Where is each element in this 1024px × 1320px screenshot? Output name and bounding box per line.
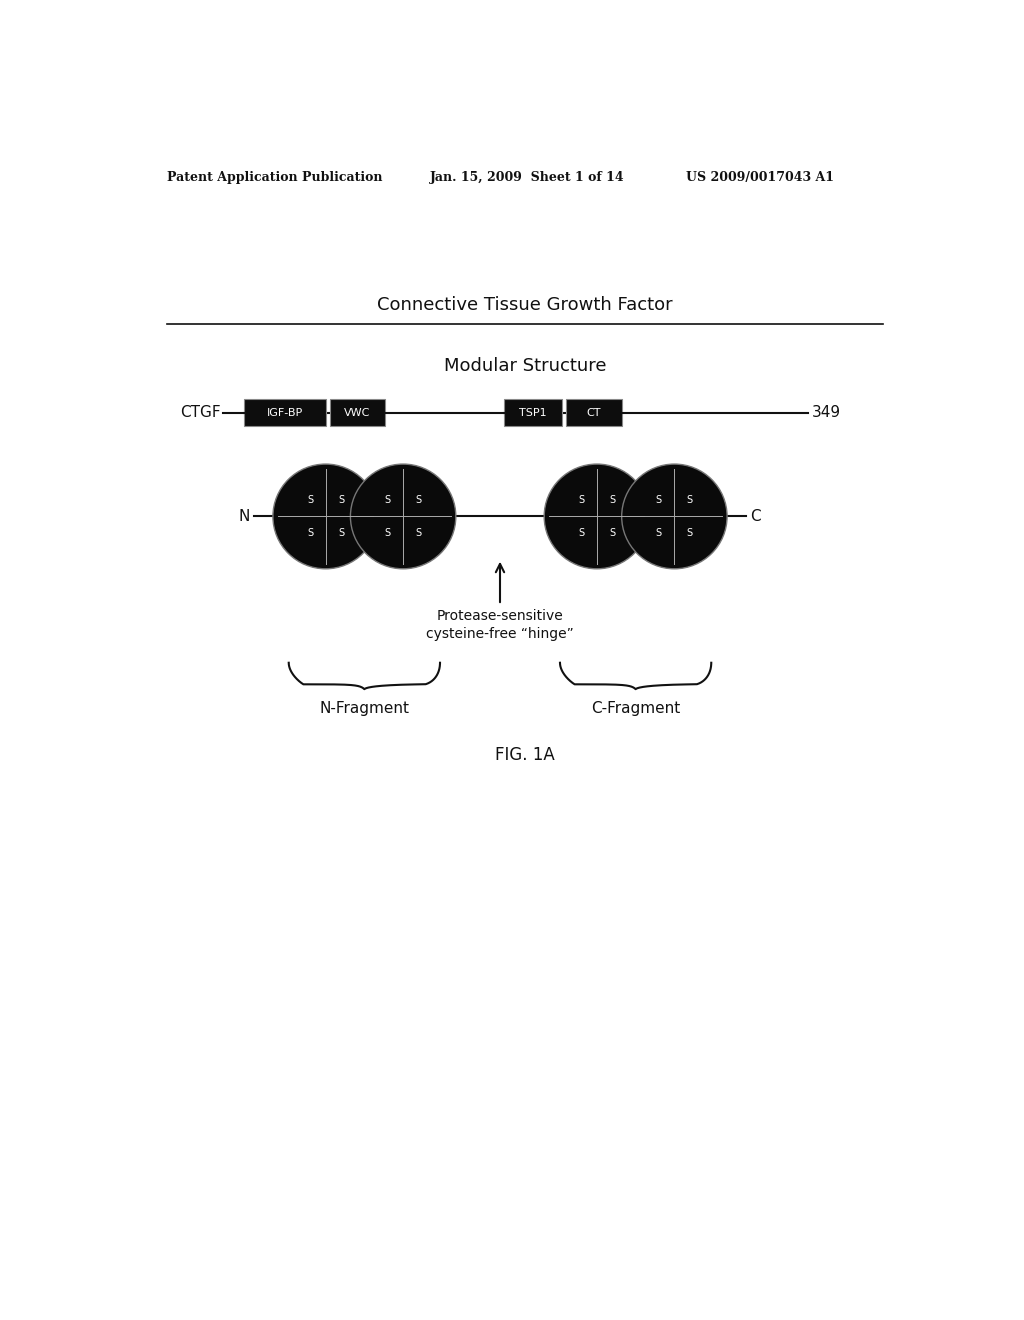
Text: S: S <box>338 495 344 504</box>
Text: S: S <box>385 528 391 539</box>
Text: S: S <box>579 495 585 504</box>
Text: VWC: VWC <box>344 408 371 417</box>
Text: S: S <box>579 528 585 539</box>
Text: N: N <box>239 510 250 524</box>
Text: Jan. 15, 2009  Sheet 1 of 14: Jan. 15, 2009 Sheet 1 of 14 <box>430 172 625 185</box>
Text: S: S <box>338 528 344 539</box>
Text: CTGF: CTGF <box>180 405 221 420</box>
Text: FIG. 1A: FIG. 1A <box>495 746 555 764</box>
Text: S: S <box>416 495 422 504</box>
Circle shape <box>350 465 456 569</box>
Text: S: S <box>416 528 422 539</box>
FancyBboxPatch shape <box>330 399 385 426</box>
Text: IGF-BP: IGF-BP <box>267 408 303 417</box>
FancyBboxPatch shape <box>566 399 622 426</box>
Text: S: S <box>609 528 615 539</box>
FancyBboxPatch shape <box>504 399 562 426</box>
Text: S: S <box>655 495 662 504</box>
Text: C: C <box>751 510 761 524</box>
Circle shape <box>273 465 378 569</box>
Text: S: S <box>687 528 693 539</box>
Text: CT: CT <box>587 408 601 417</box>
FancyBboxPatch shape <box>245 399 326 426</box>
Text: Patent Application Publication: Patent Application Publication <box>167 172 382 185</box>
Text: S: S <box>385 495 391 504</box>
Text: S: S <box>307 495 313 504</box>
Circle shape <box>544 465 649 569</box>
Text: S: S <box>609 495 615 504</box>
Circle shape <box>622 465 727 569</box>
Text: Connective Tissue Growth Factor: Connective Tissue Growth Factor <box>377 296 673 314</box>
Text: TSP1: TSP1 <box>519 408 547 417</box>
Text: US 2009/0017043 A1: US 2009/0017043 A1 <box>686 172 834 185</box>
Text: 349: 349 <box>812 405 841 420</box>
Text: C-Fragment: C-Fragment <box>591 701 680 717</box>
Text: Protease-sensitive
cysteine-free “hinge”: Protease-sensitive cysteine-free “hinge” <box>426 609 573 642</box>
Text: S: S <box>307 528 313 539</box>
Text: S: S <box>687 495 693 504</box>
Text: N-Fragment: N-Fragment <box>319 701 410 717</box>
Text: S: S <box>655 528 662 539</box>
Text: Modular Structure: Modular Structure <box>443 358 606 375</box>
